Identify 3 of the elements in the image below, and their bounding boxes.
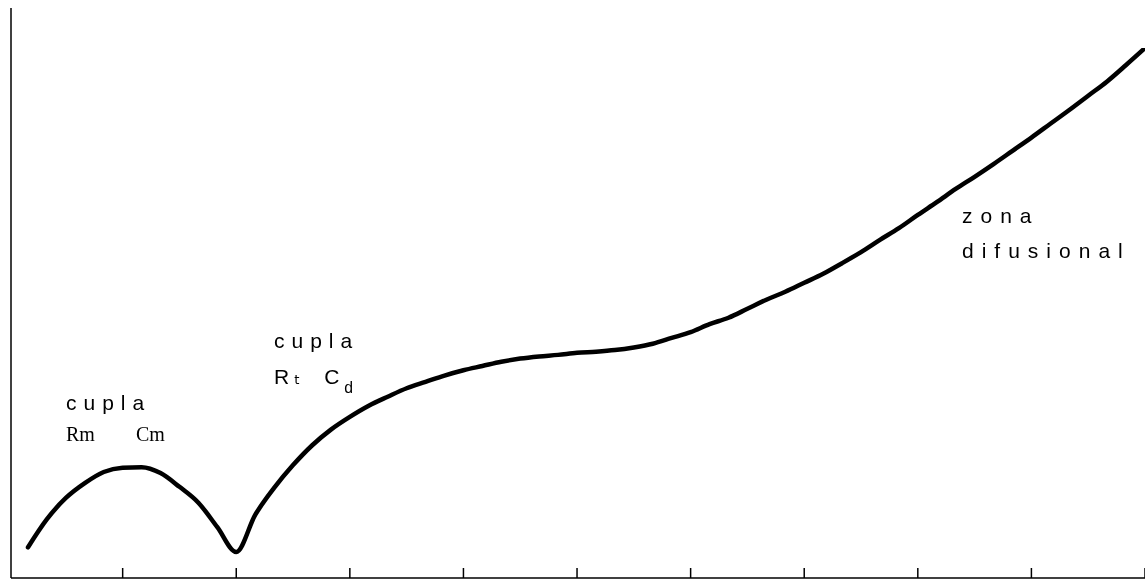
annotation: cupla Rₜ C$_{d}$ (274, 329, 360, 396)
annotation: zona difusional (962, 204, 1131, 262)
annotation: cupla Rm Cm (66, 391, 166, 445)
